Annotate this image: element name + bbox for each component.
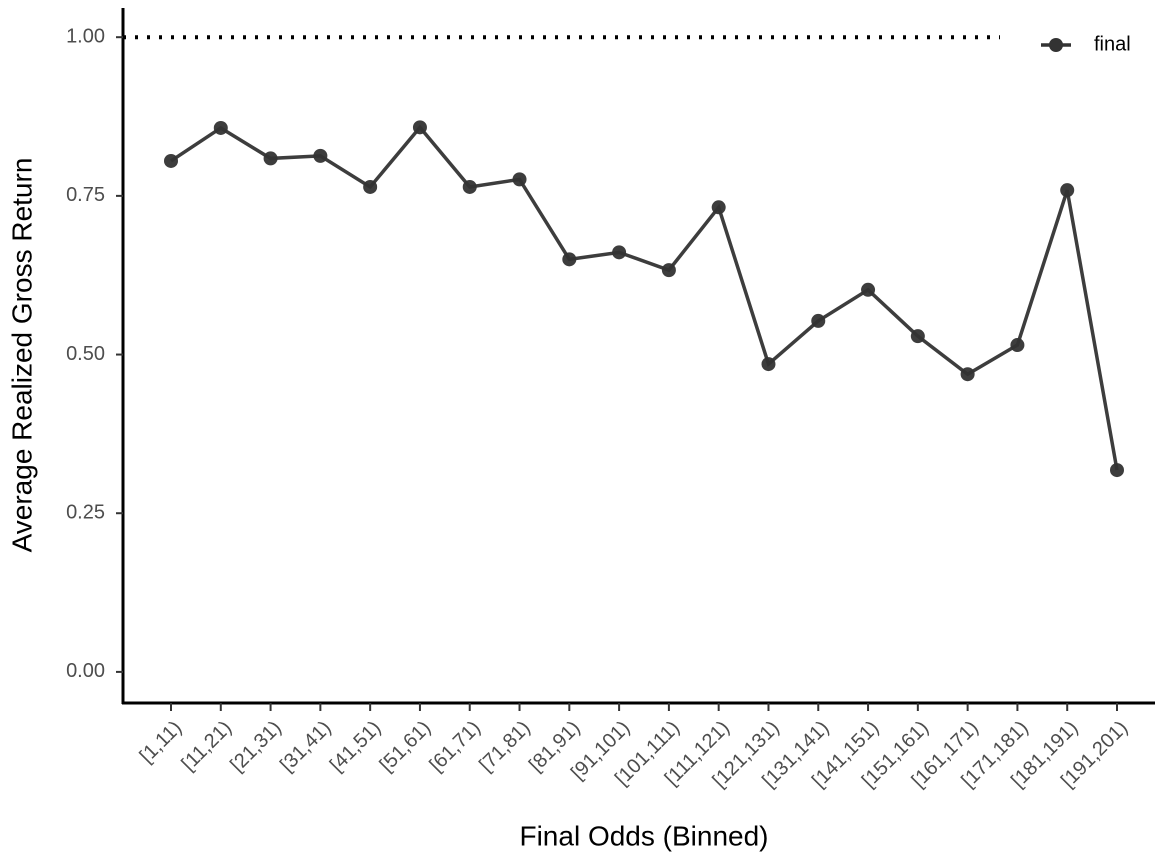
y-tick-label: 0.50 bbox=[66, 343, 105, 365]
point bbox=[562, 252, 577, 267]
point bbox=[1110, 463, 1124, 478]
point bbox=[462, 179, 477, 194]
point bbox=[512, 172, 527, 187]
x-tick-label: [21,31) bbox=[226, 717, 286, 777]
point bbox=[363, 179, 378, 194]
point bbox=[761, 357, 776, 372]
x-tick-label: [11,21) bbox=[178, 717, 237, 776]
point bbox=[164, 153, 178, 168]
point bbox=[313, 148, 328, 163]
point bbox=[612, 245, 627, 260]
y-tick-label: 0.00 bbox=[66, 660, 105, 682]
point bbox=[412, 120, 427, 135]
x-tick-label: [41,51) bbox=[326, 717, 386, 777]
point bbox=[661, 263, 676, 278]
point bbox=[861, 282, 876, 297]
point bbox=[1010, 338, 1025, 353]
x-tick-label: [61,71) bbox=[425, 717, 485, 777]
series-line bbox=[170, 124, 1119, 471]
x-tick-label: [71,81) bbox=[475, 717, 535, 777]
point bbox=[960, 367, 975, 382]
y-tick-label: 0.75 bbox=[66, 184, 105, 206]
point bbox=[1060, 183, 1075, 198]
x-axis-title: Final Odds (Binned) bbox=[519, 820, 768, 851]
point bbox=[711, 200, 726, 215]
y-tick-label: 0.25 bbox=[66, 502, 105, 524]
point bbox=[811, 313, 826, 328]
point bbox=[263, 151, 278, 166]
legend-point bbox=[1049, 38, 1063, 52]
x-tick-label: [31,41) bbox=[276, 717, 336, 777]
legend-label: final bbox=[1094, 33, 1131, 55]
point bbox=[910, 329, 925, 344]
x-tick-label: [51,61) bbox=[376, 717, 436, 777]
point bbox=[213, 120, 228, 135]
y-tick-label: 1.00 bbox=[66, 25, 105, 47]
y-axis-title: Average Realized Gross Return bbox=[6, 158, 37, 553]
